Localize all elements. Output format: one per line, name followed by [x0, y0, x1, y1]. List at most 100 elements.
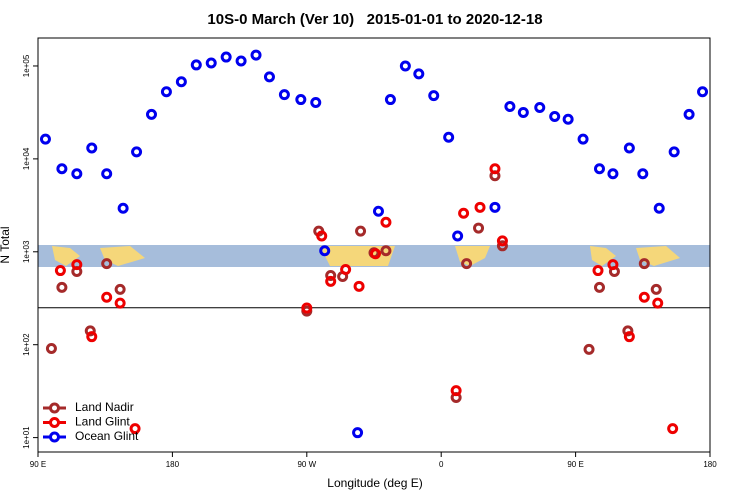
legend-label: Ocean Glint: [75, 429, 139, 443]
data-point: [372, 205, 384, 217]
data-point: [54, 265, 66, 277]
data-point: [667, 423, 679, 435]
data-point: [458, 207, 470, 219]
data-point: [650, 283, 662, 295]
data-point: [683, 108, 695, 120]
data-point: [637, 168, 649, 180]
data-point: [220, 51, 232, 63]
data-point: [697, 86, 709, 98]
y-tick-label: 1e+05: [22, 54, 31, 77]
data-point: [205, 57, 217, 69]
data-point: [496, 235, 508, 247]
x-axis-label: Longitude (deg E): [327, 476, 422, 490]
data-point: [369, 248, 381, 260]
data-point: [413, 68, 425, 80]
data-point: [668, 146, 680, 158]
data-point: [355, 225, 367, 237]
data-point: [325, 275, 337, 287]
data-point: [504, 101, 516, 113]
data-point: [384, 94, 396, 106]
data-point: [45, 343, 57, 355]
data-point: [593, 281, 605, 293]
data-point: [622, 325, 634, 337]
data-point: [325, 269, 337, 281]
legend-label: Land Nadir: [75, 400, 134, 414]
data-point: [145, 108, 157, 120]
data-point: [450, 385, 462, 397]
data-point: [607, 168, 619, 180]
data-point: [638, 258, 650, 270]
data-point: [84, 325, 96, 337]
data-point: [319, 245, 331, 257]
legend-marker: [49, 417, 60, 428]
data-point: [452, 230, 464, 242]
data-point: [278, 89, 290, 101]
chart-title: 10S-0 March (Ver 10) 2015-01-01 to 2020-…: [207, 11, 542, 28]
data-point: [101, 258, 113, 270]
data-point: [190, 59, 202, 71]
y-tick-label: 1e+03: [22, 240, 31, 263]
data-point: [71, 168, 83, 180]
x-tick-label: 0: [439, 460, 444, 469]
data-point: [235, 55, 247, 67]
data-point: [489, 163, 501, 175]
data-point: [399, 60, 411, 72]
data-point: [461, 258, 473, 270]
data-point: [549, 110, 561, 122]
y-tick-label: 1e+04: [22, 147, 31, 170]
x-tick-label: 180: [166, 460, 180, 469]
data-point: [56, 163, 68, 175]
data-point: [623, 331, 635, 343]
data-point: [592, 265, 604, 277]
data-point: [263, 71, 275, 83]
data-point: [340, 264, 352, 276]
data-point: [577, 133, 589, 145]
data-point: [250, 49, 262, 61]
data-point: [101, 168, 113, 180]
data-point: [295, 94, 307, 106]
data-point: [56, 281, 68, 293]
data-point: [353, 280, 365, 292]
x-tick-label: 90 W: [297, 460, 316, 469]
data-point: [583, 343, 595, 355]
legend-marker: [49, 431, 60, 443]
legend-marker: [49, 402, 60, 414]
data-point: [607, 259, 619, 271]
data-point: [517, 106, 529, 118]
data-point: [101, 291, 113, 303]
data-point: [316, 230, 328, 242]
data-point: [131, 146, 143, 158]
data-point: [473, 222, 485, 234]
y-tick-label: 1e+02: [22, 333, 31, 356]
x-tick-label: 90 E: [567, 460, 583, 469]
data-point: [593, 163, 605, 175]
data-point: [380, 245, 392, 257]
data-point: [114, 283, 126, 295]
data-point: [653, 202, 665, 214]
data-point: [489, 201, 501, 213]
data-point: [117, 202, 129, 214]
data-point: [175, 76, 187, 88]
y-tick-label: 1e+01: [22, 426, 31, 449]
data-point: [496, 240, 508, 252]
data-point: [71, 259, 83, 271]
data-point: [562, 113, 574, 125]
y-axis-label: N Total: [0, 226, 12, 263]
data-point: [310, 97, 322, 109]
x-tick-label: 90 E: [30, 460, 46, 469]
data-point: [474, 201, 486, 213]
data-point: [443, 131, 455, 143]
data-point: [380, 216, 392, 228]
data-point: [352, 427, 364, 439]
data-point: [638, 291, 650, 303]
data-point: [428, 90, 440, 102]
data-point: [623, 142, 635, 154]
data-point: [86, 331, 98, 343]
plot-frame: [37, 37, 711, 453]
data-point: [129, 423, 141, 435]
x-tick-label: 180: [703, 460, 717, 469]
data-point: [114, 297, 126, 309]
data-point: [39, 133, 51, 145]
data-point: [86, 142, 98, 154]
